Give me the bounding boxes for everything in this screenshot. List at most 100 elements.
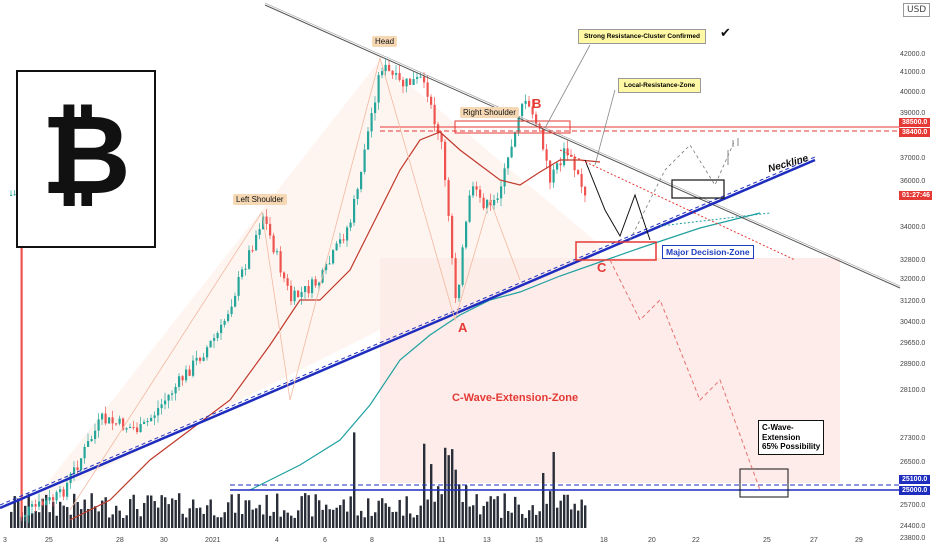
volume-bar (545, 503, 548, 528)
volume-bar (479, 514, 482, 528)
volume-bar (115, 505, 118, 528)
volume-bar (384, 503, 387, 528)
volume-bar (10, 511, 13, 528)
upper-trendline-2 (264, 2, 901, 287)
volume-bar (531, 505, 534, 528)
candle (66, 482, 69, 497)
candle (136, 427, 139, 433)
volume-bar (59, 501, 62, 528)
volume-bar (360, 510, 363, 528)
volume-bar (542, 472, 545, 528)
volume-bar (388, 506, 391, 528)
candle (426, 82, 429, 97)
candle (409, 78, 412, 85)
candle (559, 163, 562, 166)
candle (195, 357, 198, 361)
volume-bar (370, 515, 373, 528)
candle (255, 234, 258, 251)
candle (10, 194, 13, 196)
volume-bar (580, 499, 583, 528)
candle (20, 196, 23, 517)
candle (577, 170, 580, 175)
candle (346, 227, 349, 241)
volume-bar (132, 494, 135, 528)
volume-bar (55, 515, 58, 528)
candle (223, 320, 226, 325)
y-tick: 32800.0 (900, 257, 926, 264)
candle (38, 501, 41, 507)
volume-bar (335, 507, 338, 528)
y-price-tag: 38500.0 (899, 118, 931, 127)
candle (328, 263, 331, 265)
candle (524, 100, 527, 104)
volume-bar (209, 499, 212, 528)
candle (87, 441, 90, 447)
candle (356, 189, 359, 199)
volume-bar (416, 515, 419, 528)
volume-bar (272, 511, 275, 528)
candle (507, 157, 510, 169)
volume-bar (157, 507, 160, 528)
volume-bar (577, 510, 580, 528)
candle (332, 250, 335, 264)
candle (206, 347, 209, 358)
candle (314, 279, 317, 286)
volume-bar (48, 512, 51, 528)
x-tick: 4 (275, 537, 279, 544)
volume-bar (206, 505, 209, 528)
volume-bar (34, 510, 37, 528)
candle (573, 156, 576, 171)
volume-bar (293, 517, 296, 528)
x-tick: 2021 (205, 537, 221, 544)
volume-bar (227, 502, 230, 528)
volume-bar (426, 499, 429, 528)
volume-bar (220, 517, 223, 528)
volume-bar (171, 498, 174, 528)
volume-bar (402, 515, 405, 528)
candle (237, 276, 240, 296)
volume-bar (38, 512, 41, 528)
y-tick: 40000.0 (900, 89, 926, 96)
candle (59, 489, 62, 493)
neckline (0, 158, 816, 510)
volume-bar (524, 517, 527, 528)
x-tick: 29 (855, 537, 863, 544)
hs-outline (69, 56, 521, 511)
y-price-tag: 38400.0 (899, 128, 931, 137)
candle (73, 467, 76, 474)
volume-bar (45, 494, 48, 528)
y-tick: 25700.0 (900, 502, 926, 509)
volume-bar (538, 511, 541, 528)
bitcoin-logo-icon: ₿ (41, 91, 131, 219)
y-price-tag: 25100.0 (899, 475, 931, 484)
candle (27, 506, 30, 516)
volume-bar (461, 501, 464, 528)
c-wave-box-label: C-Wave- Extension 65% Possibility (758, 420, 825, 455)
y-tick: 39000.0 (900, 110, 926, 117)
volume-bar (13, 496, 16, 528)
volume-bar (496, 496, 499, 528)
candle (213, 338, 216, 341)
y-tick: 41000.0 (900, 69, 926, 76)
volume-bar (325, 504, 328, 528)
volume-bar (216, 517, 219, 528)
currency-indicator[interactable]: USD (903, 3, 931, 17)
x-tick: 6 (323, 537, 327, 544)
candle (171, 393, 174, 395)
volume-bar (41, 498, 44, 528)
candle (101, 413, 104, 420)
candle (493, 199, 496, 206)
candle (374, 102, 377, 114)
volume-bar (223, 512, 226, 528)
volume-bar (311, 516, 314, 528)
volume-bar (199, 507, 202, 528)
volume-bar (195, 508, 198, 528)
x-tick: 22 (692, 537, 700, 544)
candle (167, 394, 170, 401)
volume-bar (153, 501, 156, 528)
volume-bar (381, 498, 384, 528)
y-tick: 36000.0 (900, 178, 926, 185)
candle (94, 430, 97, 440)
candle (209, 340, 212, 348)
